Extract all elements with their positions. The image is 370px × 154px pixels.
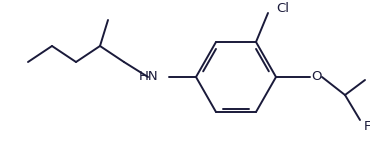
Text: HN: HN bbox=[138, 71, 158, 83]
Text: O: O bbox=[311, 71, 321, 83]
Text: F: F bbox=[369, 69, 370, 81]
Text: F: F bbox=[364, 120, 370, 132]
Text: Cl: Cl bbox=[276, 2, 289, 14]
